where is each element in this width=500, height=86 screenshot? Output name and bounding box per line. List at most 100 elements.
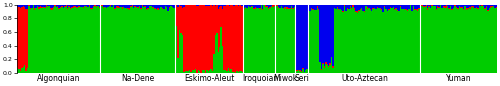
Bar <box>417 11 418 73</box>
Bar <box>446 5 447 8</box>
Bar <box>34 10 35 73</box>
Bar <box>24 7 25 65</box>
Bar <box>458 6 460 73</box>
Bar <box>420 5 421 7</box>
Bar <box>462 8 463 73</box>
Bar <box>67 5 68 8</box>
Bar <box>70 9 71 73</box>
Bar <box>22 6 24 68</box>
Bar <box>120 7 122 73</box>
Bar <box>444 6 446 8</box>
Bar <box>100 5 102 7</box>
Bar <box>186 5 188 71</box>
Bar <box>448 5 450 8</box>
Bar <box>473 6 474 8</box>
Bar <box>364 5 366 11</box>
Bar <box>282 5 284 8</box>
Bar <box>118 5 120 7</box>
Bar <box>156 5 158 9</box>
Bar <box>92 5 93 8</box>
Bar <box>326 65 328 73</box>
Bar <box>113 5 114 73</box>
Bar <box>162 9 163 73</box>
Bar <box>66 6 67 73</box>
Bar <box>490 8 492 73</box>
Bar <box>256 5 258 8</box>
Bar <box>22 5 24 6</box>
Bar <box>179 30 180 73</box>
Bar <box>80 5 82 7</box>
Bar <box>310 5 311 11</box>
Bar <box>402 5 404 9</box>
Bar <box>356 11 358 13</box>
Bar <box>122 5 123 7</box>
Bar <box>483 6 484 73</box>
Bar <box>354 10 356 73</box>
Bar <box>396 8 397 9</box>
Bar <box>47 5 48 6</box>
Bar <box>24 5 25 7</box>
Bar <box>350 5 351 6</box>
Bar <box>270 5 272 6</box>
Bar <box>172 7 173 73</box>
Bar <box>478 6 480 73</box>
Bar <box>77 8 78 73</box>
Bar <box>292 5 294 8</box>
Bar <box>404 5 406 9</box>
Bar <box>209 6 210 70</box>
Bar <box>400 7 401 73</box>
Bar <box>430 5 432 8</box>
Bar <box>154 8 156 9</box>
Bar <box>490 6 492 8</box>
Bar <box>311 5 312 8</box>
Bar <box>270 6 272 73</box>
Bar <box>290 5 292 6</box>
Bar <box>88 6 90 73</box>
Bar <box>133 8 134 73</box>
Bar <box>412 5 414 6</box>
Bar <box>318 10 320 73</box>
Bar <box>430 8 432 73</box>
Bar <box>290 6 292 73</box>
Bar <box>202 5 203 70</box>
Bar <box>235 5 236 73</box>
Bar <box>206 5 208 6</box>
Bar <box>381 9 382 10</box>
Bar <box>308 5 310 9</box>
Bar <box>288 5 290 8</box>
Bar <box>351 9 352 73</box>
Bar <box>408 5 410 9</box>
Bar <box>52 8 54 73</box>
Bar <box>364 11 366 12</box>
Bar <box>488 8 490 73</box>
Bar <box>166 7 168 73</box>
Bar <box>64 7 66 73</box>
Bar <box>340 5 341 9</box>
Bar <box>27 9 28 68</box>
Bar <box>178 5 179 7</box>
Bar <box>334 5 335 8</box>
Bar <box>183 5 184 7</box>
Bar <box>192 5 193 70</box>
Bar <box>169 7 170 8</box>
Bar <box>331 57 332 73</box>
Bar <box>358 11 360 73</box>
Bar <box>208 6 209 71</box>
Bar <box>310 11 311 73</box>
Bar <box>284 5 285 7</box>
Bar <box>38 9 40 73</box>
Bar <box>482 5 483 6</box>
Bar <box>60 5 62 7</box>
Bar <box>182 8 183 35</box>
Bar <box>87 7 88 73</box>
Bar <box>301 5 302 71</box>
Bar <box>278 5 279 7</box>
Bar <box>124 8 126 73</box>
Bar <box>146 5 148 9</box>
Bar <box>320 5 321 62</box>
Bar <box>332 66 334 68</box>
Bar <box>338 9 340 10</box>
Bar <box>321 5 322 69</box>
Bar <box>154 9 156 73</box>
Bar <box>98 8 100 73</box>
